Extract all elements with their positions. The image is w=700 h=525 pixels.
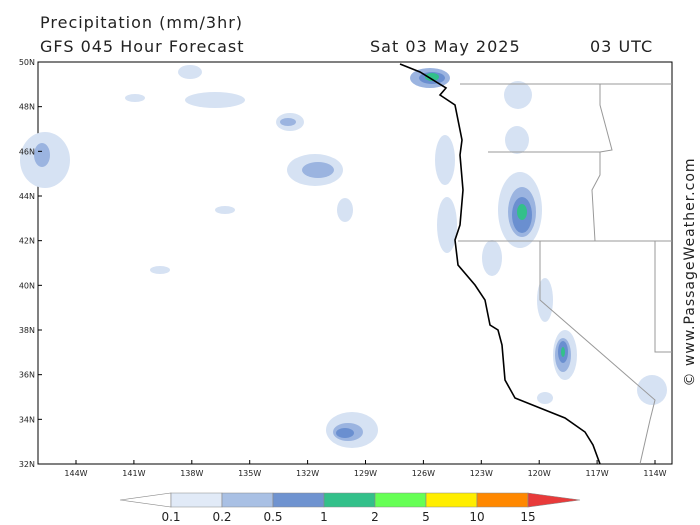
lon-label: 117W bbox=[586, 469, 609, 478]
colorbar-label: 15 bbox=[520, 510, 535, 524]
lat-label: 36N bbox=[19, 371, 35, 380]
colorbar-segment bbox=[476, 492, 529, 508]
lat-label: 46N bbox=[19, 147, 35, 156]
lat-label: 32N bbox=[19, 460, 35, 469]
lon-label: 114W bbox=[643, 469, 666, 478]
lon-label: 129W bbox=[354, 469, 377, 478]
colorbar-segment bbox=[374, 492, 427, 508]
date: Sat 03 May 2025 bbox=[370, 37, 521, 56]
title: Precipitation (mm/3hr) bbox=[40, 13, 243, 32]
colorbar-segment bbox=[170, 492, 223, 508]
lat-label: 44N bbox=[19, 192, 35, 201]
time: 03 UTC bbox=[590, 37, 653, 56]
colorbar-segment bbox=[425, 492, 478, 508]
colorbar-label: 10 bbox=[469, 510, 484, 524]
colorbar-segment bbox=[272, 492, 325, 508]
colorbar-label: 0.1 bbox=[161, 510, 180, 524]
colorbar-label: 2 bbox=[371, 510, 379, 524]
lon-label: 135W bbox=[238, 469, 261, 478]
map bbox=[20, 61, 673, 465]
watermark: © www.PassageWeather.com bbox=[682, 157, 698, 386]
lon-label: 144W bbox=[64, 469, 87, 478]
lon-label: 126W bbox=[412, 469, 435, 478]
colorbar-segment bbox=[119, 492, 172, 508]
lat-label: 40N bbox=[19, 281, 35, 290]
colorbar-segment bbox=[527, 492, 581, 508]
lon-label: 138W bbox=[180, 469, 203, 478]
colorbar-label: 0.5 bbox=[263, 510, 282, 524]
lon-label: 141W bbox=[122, 469, 145, 478]
lat-label: 38N bbox=[19, 326, 35, 335]
lat-label: 42N bbox=[19, 237, 35, 246]
lat-label: 34N bbox=[19, 415, 35, 424]
lon-label: 132W bbox=[296, 469, 319, 478]
lat-label: 48N bbox=[19, 103, 35, 112]
subtitle: GFS 045 Hour Forecast bbox=[40, 37, 245, 56]
colorbar-label: 1 bbox=[320, 510, 328, 524]
colorbar-label: 0.2 bbox=[212, 510, 231, 524]
colorbar-segment bbox=[323, 492, 376, 508]
lon-label: 123W bbox=[470, 469, 493, 478]
lon-label: 120W bbox=[528, 469, 551, 478]
colorbar-segment bbox=[221, 492, 274, 508]
colorbar-label: 5 bbox=[422, 510, 430, 524]
lat-label: 50N bbox=[19, 58, 35, 67]
